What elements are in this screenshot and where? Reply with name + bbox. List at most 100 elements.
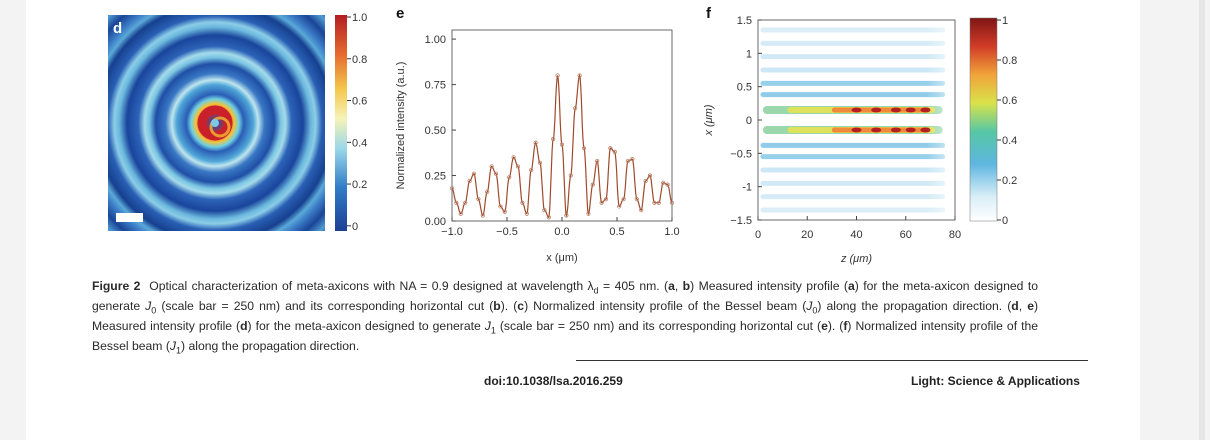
panel-e-chart: −1.0 −0.5 0.0 0.5 1.0 0.00 0.25 0.50 0.75 1.00 x (… [395,29,680,264]
heatmap-fringe [760,40,946,46]
heatmap-fringe [760,27,946,33]
data-point [559,142,565,147]
x-axis-label: z (μm) [840,253,872,265]
data-point [449,186,455,191]
data-point [502,209,507,215]
heatmap-hotspot [890,127,901,133]
x-tick-label: 80 [949,229,961,241]
colorbar-tick-label: 0 [1002,215,1008,227]
data-point [639,207,644,213]
colorbar-tick-label: 0.2 [352,179,367,191]
panel-d-image [108,15,325,231]
data-point [643,178,648,184]
heatmap-fringe [760,154,946,160]
x-tick-label: −0.5 [496,226,518,238]
data-point [661,180,666,185]
data-point [634,197,639,202]
data-point [617,204,622,209]
y-tick-label: -1 [742,182,752,194]
data-point [546,215,551,220]
panel-f-colorbar: 1 0.8 0.6 0.4 0.2 0 [969,15,1017,227]
data-point [595,158,600,164]
data-point [647,173,653,178]
data-point [656,200,661,205]
heatmap-fringe [760,80,946,86]
data-point [471,171,477,176]
data-point [485,189,490,194]
figure-caption: Figure 2 Optical characterization of met… [92,279,1038,359]
data-point [529,167,534,173]
y-tick-label: 0.00 [425,216,446,228]
x-tick-label: 1.0 [664,226,679,238]
data-point [480,213,485,218]
data-point [669,200,675,205]
data-point [586,211,591,216]
y-tick-label: 0 [746,115,752,127]
data-point [599,200,604,205]
panel-f-chart: 0 20 40 60 80 1.5 1 0.5 0 −0.5 -1 −1.5 z (μm) x (μm) [703,15,961,265]
data-point [551,137,556,142]
colorbar-tick-label: 0.6 [352,96,367,108]
heatmap-hotspot [851,127,862,133]
x-tick-label: 0.0 [554,226,569,238]
heatmap-hotspot [871,127,882,133]
y-tick-label: 0.25 [425,171,446,183]
heatmap-hotspot [905,107,916,113]
data-point [577,73,582,78]
data-point [652,200,657,205]
x-tick-label: 20 [801,229,813,241]
data-point [458,211,463,216]
y-tick-label: 0.75 [425,80,446,92]
doi-text: doi:10.1038/lsa.2016.259 [484,374,623,388]
scale-bar [116,213,143,222]
series-line [451,73,673,219]
y-tick-label: 0.5 [737,82,752,94]
colorbar-tick-label: 0 [352,221,358,233]
heatmap-fringe [760,142,946,148]
x-tick-label: 0.5 [609,226,624,238]
heatmap-fringe [760,207,946,213]
colorbar-tick-label: 0.4 [1002,135,1017,147]
data-point [533,140,538,145]
data-point [608,146,613,151]
colorbar-tick-label: 1.0 [352,13,367,24]
journal-name: Light: Science & Applications [911,374,1080,388]
heatmap-hotspot [871,107,882,113]
data-point [537,160,543,165]
heatmap-fringe [760,167,946,173]
data-point [511,155,516,160]
x-axis-label: x (μm) [546,252,577,264]
y-tick-label: 0.50 [425,125,446,137]
data-point [590,182,595,187]
y-tick-label: 1.00 [425,34,446,46]
colorbar-tick-label: 0.2 [1002,175,1017,187]
heatmap-hotspot [920,107,931,113]
data-point [476,197,481,202]
data-point [665,182,670,187]
heatmap-fringe [760,180,946,186]
data-point [581,146,587,151]
y-axis-label: x (μm) [703,104,715,136]
y-tick-label: −1.5 [730,215,752,227]
scrollbar-track[interactable] [1199,0,1205,440]
x-tick-label: −1.0 [441,226,463,238]
figure-label: Figure 2 [92,279,141,293]
data-point [489,164,494,169]
x-tick-label: 0 [755,229,761,241]
heatmap-background [758,20,955,220]
data-point [454,200,459,205]
data-point [515,164,521,169]
y-tick-label: 1.5 [737,15,752,27]
x-tick-label: 60 [900,229,912,241]
y-tick-label: −0.5 [730,148,752,160]
data-point [621,197,626,202]
data-point [520,200,525,205]
heatmap-fringe [760,54,946,60]
heatmap-fringe [760,67,946,73]
panel-d-colorbar: 1.0 0.8 0.6 0.4 0.2 0 [335,13,367,233]
data-point [568,173,573,178]
data-point [630,157,635,162]
caption-text: Optical characterization of meta-axicons… [92,279,1039,356]
data-point [507,175,512,180]
heatmap-hotspot [890,107,901,113]
